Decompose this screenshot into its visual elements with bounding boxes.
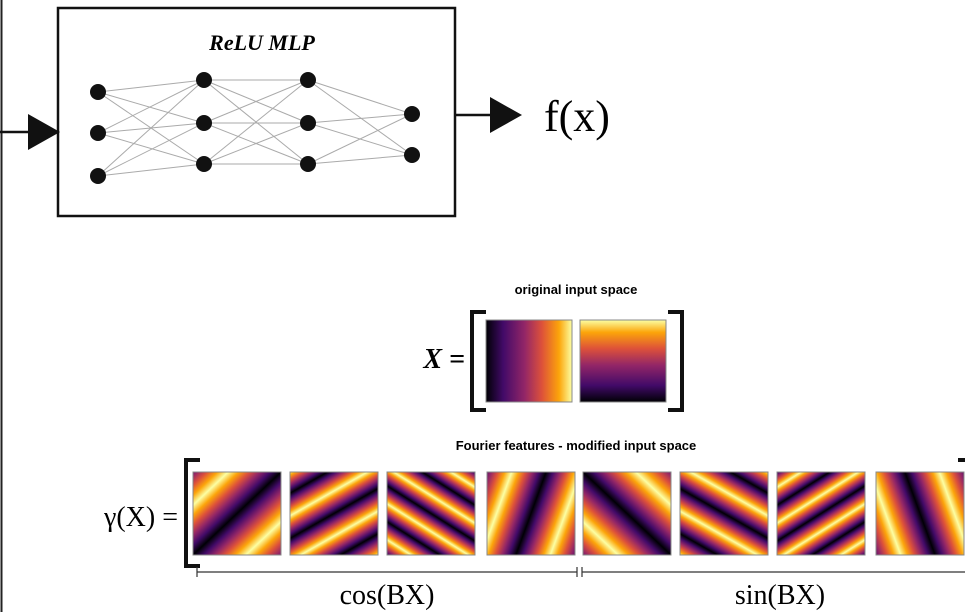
input-image (579, 319, 667, 403)
node (404, 147, 420, 163)
brace (196, 567, 578, 577)
feature-image (486, 471, 576, 556)
equation-lhs: γ(X) = (103, 502, 178, 533)
node (90, 84, 106, 100)
bracket (470, 310, 486, 412)
edge (307, 154, 413, 165)
equation-lhs: X = (422, 344, 465, 375)
edge (307, 79, 413, 115)
edge (307, 79, 413, 156)
bracket (184, 458, 200, 568)
mlp-title: ReLU MLP (208, 30, 315, 55)
edge (97, 122, 205, 177)
edge (307, 113, 413, 165)
edge (203, 122, 309, 165)
feature-image (679, 471, 769, 556)
edge (97, 132, 205, 165)
arrow-head (490, 97, 522, 133)
node (90, 168, 106, 184)
caption: Fourier features - modified input space (456, 438, 697, 453)
edge (97, 163, 205, 177)
brace (581, 567, 965, 577)
output-label: f(x) (544, 92, 610, 141)
sin-label: sin(BX) (735, 580, 825, 611)
node (404, 106, 420, 122)
node (300, 156, 316, 172)
node (300, 72, 316, 88)
feature-image (386, 471, 476, 556)
feature-image (192, 471, 282, 556)
node (196, 115, 212, 131)
node (90, 125, 106, 141)
feature-image (582, 471, 672, 556)
edge (97, 79, 205, 93)
feature-image (776, 471, 866, 556)
input-image (485, 319, 573, 403)
edge (203, 79, 309, 165)
edge (307, 113, 413, 124)
edge (203, 79, 309, 124)
edge (97, 91, 205, 124)
feature-image (289, 471, 379, 556)
edge (97, 79, 205, 177)
bracket (668, 310, 684, 412)
node (300, 115, 316, 131)
caption: original input space (515, 282, 638, 297)
node (196, 156, 212, 172)
edge (97, 79, 205, 134)
node (196, 72, 212, 88)
mlp-box (56, 6, 457, 218)
network (90, 72, 420, 184)
feature-image (875, 471, 965, 556)
feature-images (192, 471, 965, 556)
cos-label: cos(BX) (340, 580, 435, 611)
arrow-head (28, 114, 60, 150)
